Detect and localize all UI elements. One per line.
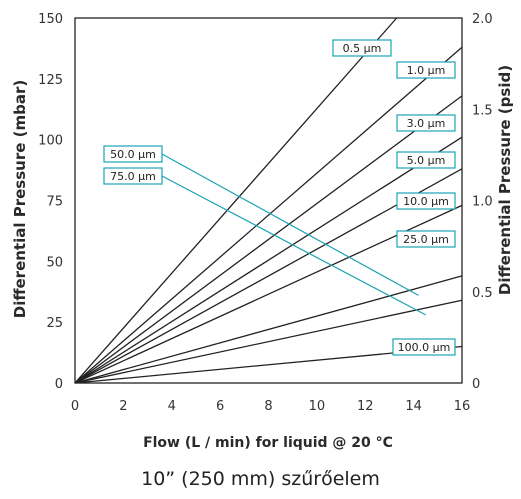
series-label-box-1: [396, 61, 456, 79]
y-tick-label: 50: [46, 255, 63, 270]
y-tick-label: 0: [55, 377, 63, 392]
series-line-2: [74, 95, 463, 384]
y-tick-label: 100: [38, 134, 63, 149]
y-axis-ticks: 0 25 50 75 100 125 150: [38, 12, 63, 392]
series-label-box-2: [396, 114, 456, 132]
y2-tick-label: 1.0: [472, 195, 493, 210]
x-tick-label: 8: [264, 399, 272, 414]
series-label-0: 0.5 µm: [343, 42, 382, 55]
y2-tick-label: 2.0: [472, 12, 493, 27]
series-label-box-7: [103, 167, 163, 185]
leader-line-6: [161, 153, 419, 296]
series-label-6: 50.0 µm: [110, 148, 156, 161]
series-label-4: 10.0 µm: [403, 195, 449, 208]
series-label-box-5: [396, 230, 456, 248]
x-tick-label: 4: [168, 399, 176, 414]
leader-line-7: [161, 175, 426, 316]
y-tick-label: 125: [38, 73, 63, 88]
chart: 0.5 µm 1.0 µm 3.0 µm 5.0 µm 10.0 µm 25.0 µm 50…: [11, 12, 514, 451]
series-label-box-6: [103, 145, 163, 163]
series-line-1: [74, 46, 463, 384]
y2-axis-title: Differential Pressure (psid): [496, 65, 514, 295]
y-tick-label: 25: [46, 316, 63, 331]
x-tick-label: 2: [119, 399, 127, 414]
y2-tick-label: 0: [472, 377, 480, 392]
x-tick-label: 6: [216, 399, 224, 414]
label-layer: 0.5 µm 1.0 µm 3.0 µm 5.0 µm 10.0 µm 25.0 µm 50…: [103, 39, 456, 356]
y2-tick-label: 0.5: [472, 286, 493, 301]
x-axis-title: Flow (L / min) for liquid @ 20 °C: [143, 435, 393, 451]
x-tick-label: 14: [405, 399, 422, 414]
y2-tick-label: 1.5: [472, 103, 493, 118]
series-label-2: 3.0 µm: [407, 117, 446, 130]
series-label-box-4: [396, 192, 456, 210]
chart-caption: 10” (250 mm) szűrőelem: [141, 468, 380, 490]
series-line-0: [74, 17, 398, 384]
y-tick-label: 75: [46, 195, 63, 210]
series-label-box-3: [396, 151, 456, 169]
series-line-7: [74, 299, 463, 384]
series-label-box-8: [392, 338, 456, 356]
x-tick-label: 0: [71, 399, 79, 414]
x-tick-label: 16: [454, 399, 471, 414]
y2-axis-ticks: 0 0.5 1.0 1.5 2.0: [472, 12, 493, 392]
series-label-3: 5.0 µm: [407, 154, 446, 167]
series-line-3: [74, 136, 463, 384]
x-tick-label: 12: [357, 399, 374, 414]
series-label-1: 1.0 µm: [407, 64, 446, 77]
y-axis-title: Differential Pressure (mbar): [11, 80, 29, 318]
series-label-8: 100.0 µm: [398, 341, 451, 354]
x-axis-ticks: 0 2 4 6 8 10 12 14 16: [71, 399, 470, 414]
series-label-7: 75.0 µm: [110, 170, 156, 183]
y-tick-label: 150: [38, 12, 63, 27]
series-line-6: [74, 275, 463, 384]
x-tick-label: 10: [309, 399, 326, 414]
series-label-5: 25.0 µm: [403, 233, 449, 246]
series-label-box-0: [332, 39, 392, 57]
plot-frame: [74, 17, 463, 384]
